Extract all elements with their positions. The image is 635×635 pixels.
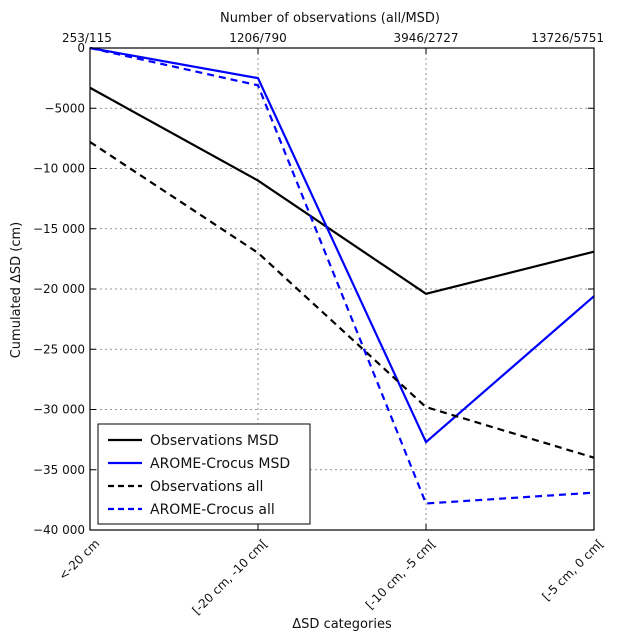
x-tick-label: [-10 cm, -5 cm[ xyxy=(363,536,438,611)
top-tick-labels: 253/115 1206/790 3946/2727 13726/5751 xyxy=(62,31,604,54)
series-line xyxy=(89,46,595,444)
x-tick-label: [-5 cm, 0 cm[ xyxy=(539,536,606,603)
top-tick-label: 253/115 xyxy=(62,31,112,45)
y-tick-label: −15 000 xyxy=(33,222,85,236)
y-tick-label: −30 000 xyxy=(33,403,85,417)
series-line xyxy=(89,86,595,296)
x-tick-label: <-20 cm xyxy=(56,536,103,583)
top-axis-title: Number of observations (all/MSD) xyxy=(220,11,440,26)
top-tick-label: 13726/5751 xyxy=(531,31,604,45)
series-lines xyxy=(89,46,595,505)
series-line xyxy=(89,141,595,459)
y-tick-label: −10 000 xyxy=(33,162,85,176)
legend-label: AROME-Crocus MSD xyxy=(150,456,290,472)
y-tick-label: 0 xyxy=(77,41,85,55)
y-tick-labels: 0 −5000 −10 000 −15 000 −20 000 −25 000 −30 00… xyxy=(33,41,594,537)
y-tick-label: −20 000 xyxy=(33,282,85,296)
x-axis-label: ΔSD categories xyxy=(292,617,392,632)
y-tick-label: −25 000 xyxy=(33,342,85,356)
legend-label: Observations all xyxy=(150,479,263,495)
y-tick-label: −35 000 xyxy=(33,463,85,477)
top-tick-label: 1206/790 xyxy=(229,31,287,45)
x-tick-labels: <-20 cm [-20 cm, -10 cm[ [-10 cm, -5 cm[ [-… xyxy=(56,524,606,617)
x-tick-label: [-20 cm, -10 cm[ xyxy=(189,536,270,617)
top-tick-label: 3946/2727 xyxy=(393,31,458,45)
y-axis-label: Cumulated ΔSD (cm) xyxy=(9,222,24,359)
y-tick-label: −5000 xyxy=(44,101,85,115)
legend-label: AROME-Crocus all xyxy=(150,502,275,518)
legend: Observations MSD AROME-Crocus MSD Observat… xyxy=(97,423,311,525)
legend-label: Observations MSD xyxy=(150,433,279,449)
series-line xyxy=(89,46,595,505)
y-tick-label: −40 000 xyxy=(33,523,85,537)
